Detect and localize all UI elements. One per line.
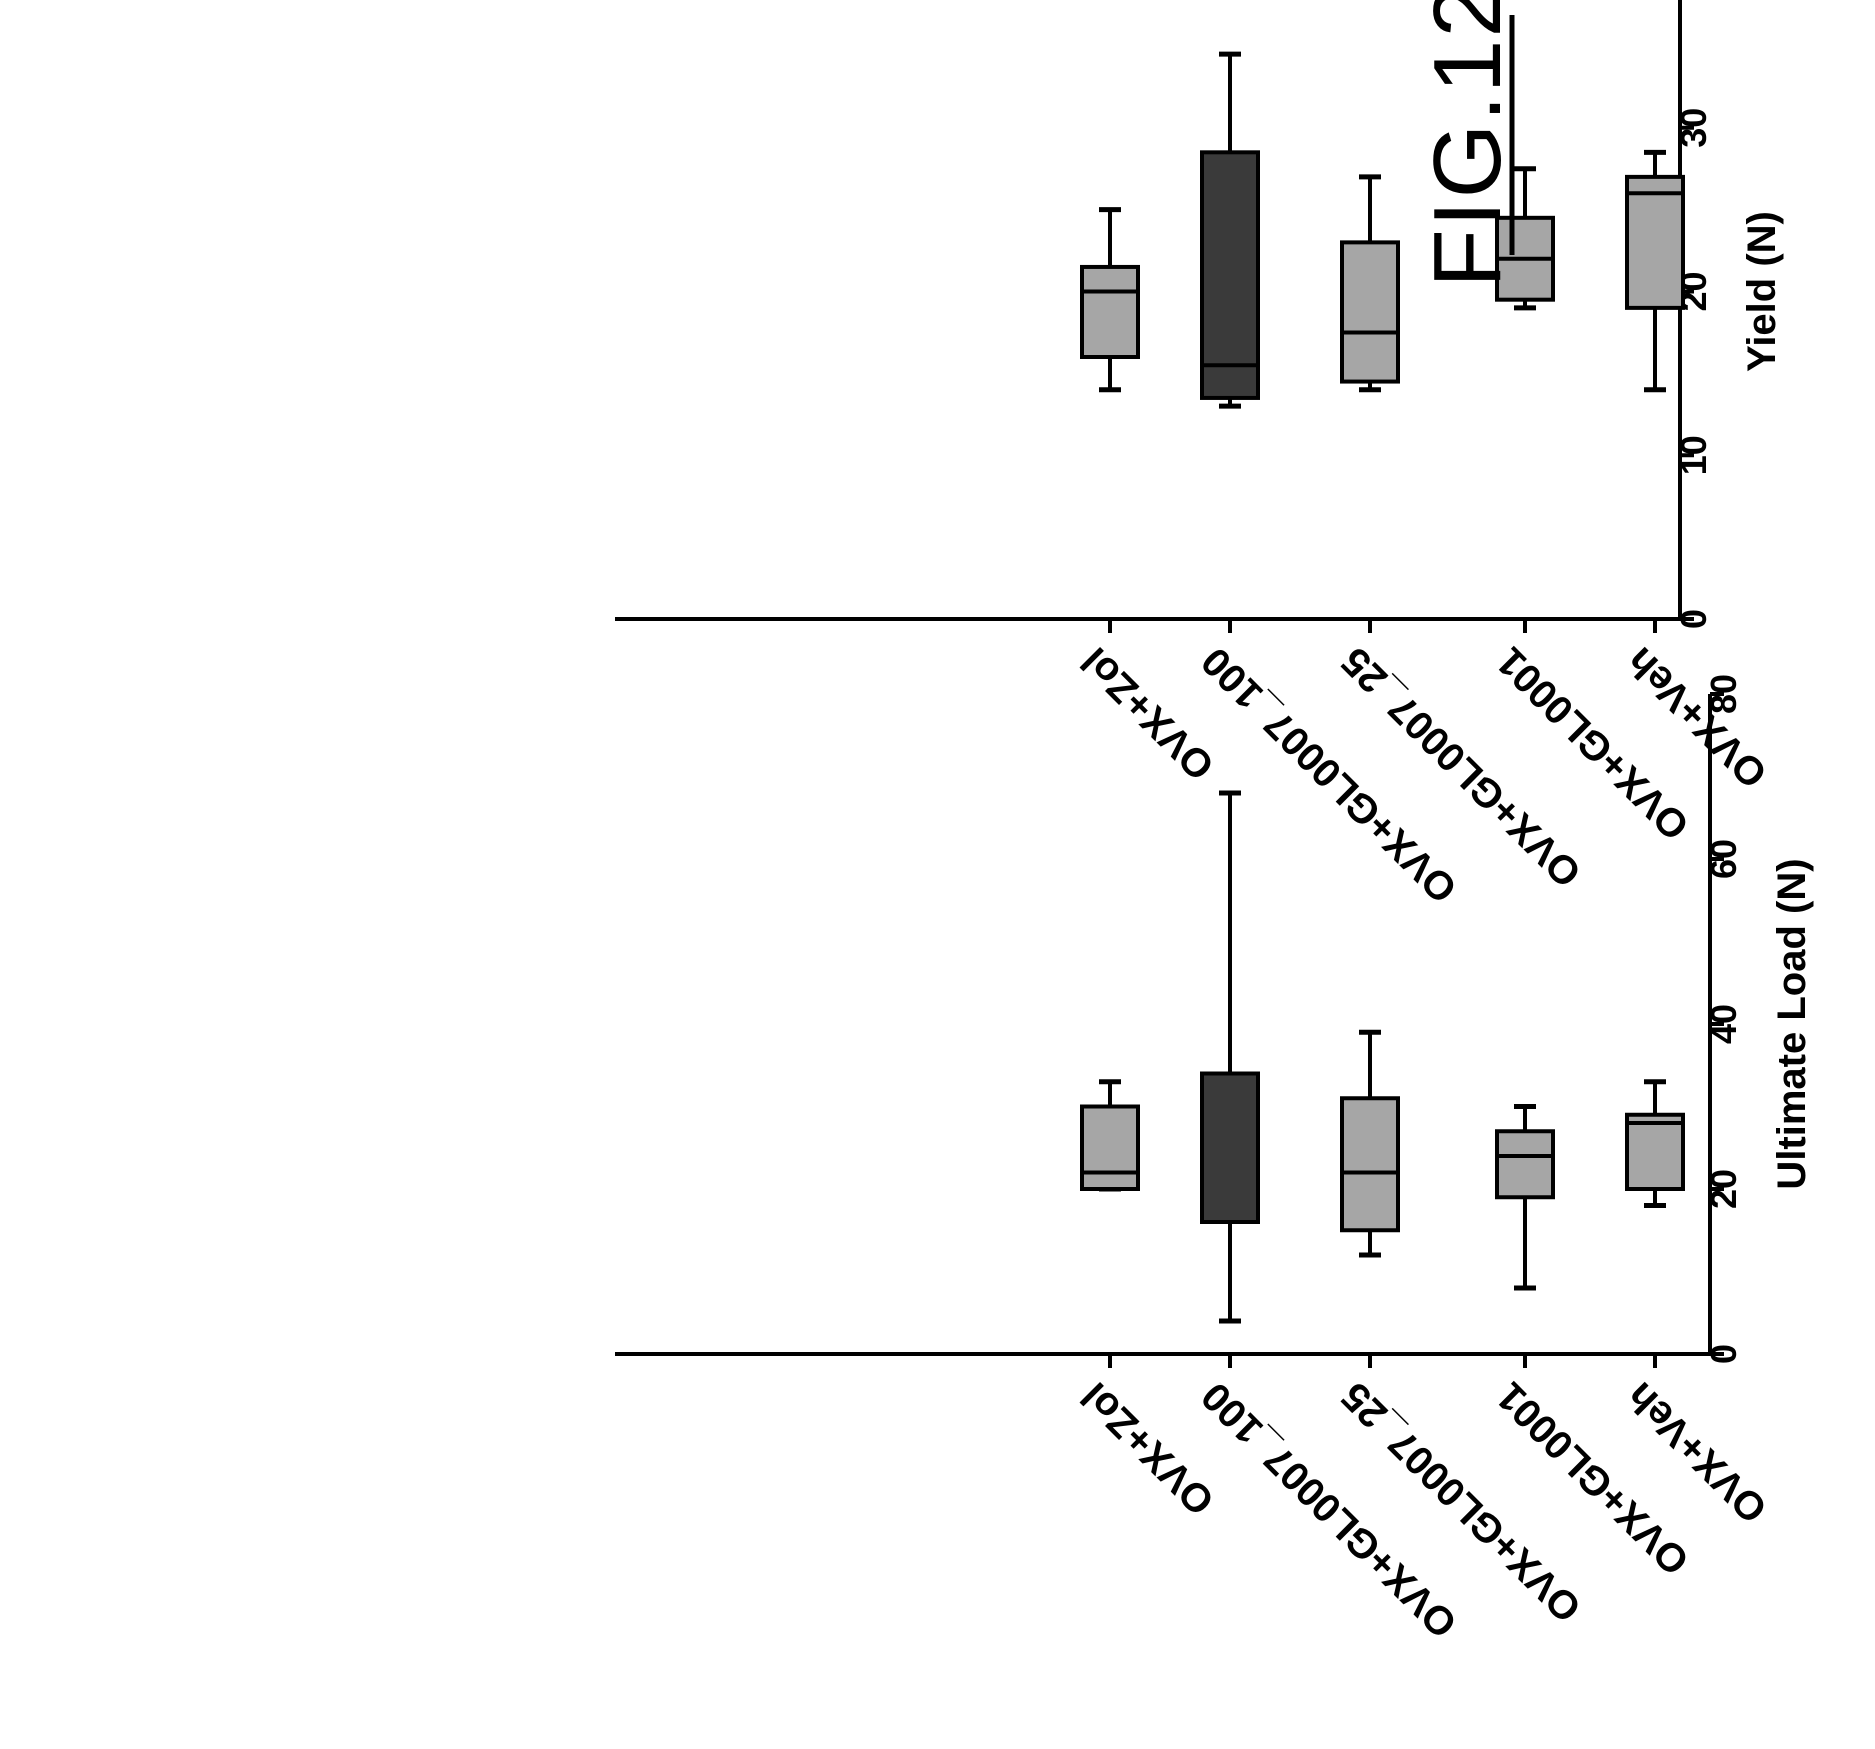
ultimate-box-ovx-veh [1625,1112,1685,1191]
ultimate-box-ovx-gl0007-25 [1340,1096,1400,1233]
yield-box-ovx-zol [1080,264,1140,359]
ultimate-y-tick-label: 40 [1703,1004,1744,1044]
figure-label: FIG.12 [1414,0,1521,288]
yield-y-tick-label: 10 [1673,435,1714,475]
ultimate-y-tick-label: 20 [1703,1169,1744,1209]
ultimate-box-ovx-gl0007-100 [1200,1071,1260,1224]
yield-y-tick-label: 30 [1673,108,1714,148]
yield-y-tick-label: 0 [1673,609,1714,629]
ultimate-y-tick-label: 60 [1703,839,1744,879]
ultimate-y-tick-label: 80 [1703,674,1744,714]
ultimate-box-ovx-zol [1080,1104,1140,1191]
ultimate-category-label-ovx-gl0007-100: OVX+GL0007_100 [1193,1374,1465,1646]
ultimate-y-tick-label: 0 [1703,1344,1744,1364]
yield-y-axis-label: Yield (N) [1740,211,1784,372]
ultimate-category-label-ovx-zol: OVX+Zol [1073,1374,1223,1524]
yield-box-ovx-veh [1625,174,1685,310]
ultimate-box-ovx-gl0001 [1495,1129,1555,1200]
chart-yield: 010203040Yield (N)OVX+VehOVX+GL0001OVX+G… [615,0,1784,911]
ultimate-y-axis-label: Ultimate Load (N) [1770,858,1814,1189]
yield-category-label-ovx-zol: OVX+Zol [1073,639,1223,789]
yield-category-label-ovx-gl0007-100: OVX+GL0007_100 [1193,639,1465,911]
yield-box-ovx-gl0007-25 [1340,240,1400,384]
yield-box-ovx-gl0007-100 [1200,150,1260,400]
